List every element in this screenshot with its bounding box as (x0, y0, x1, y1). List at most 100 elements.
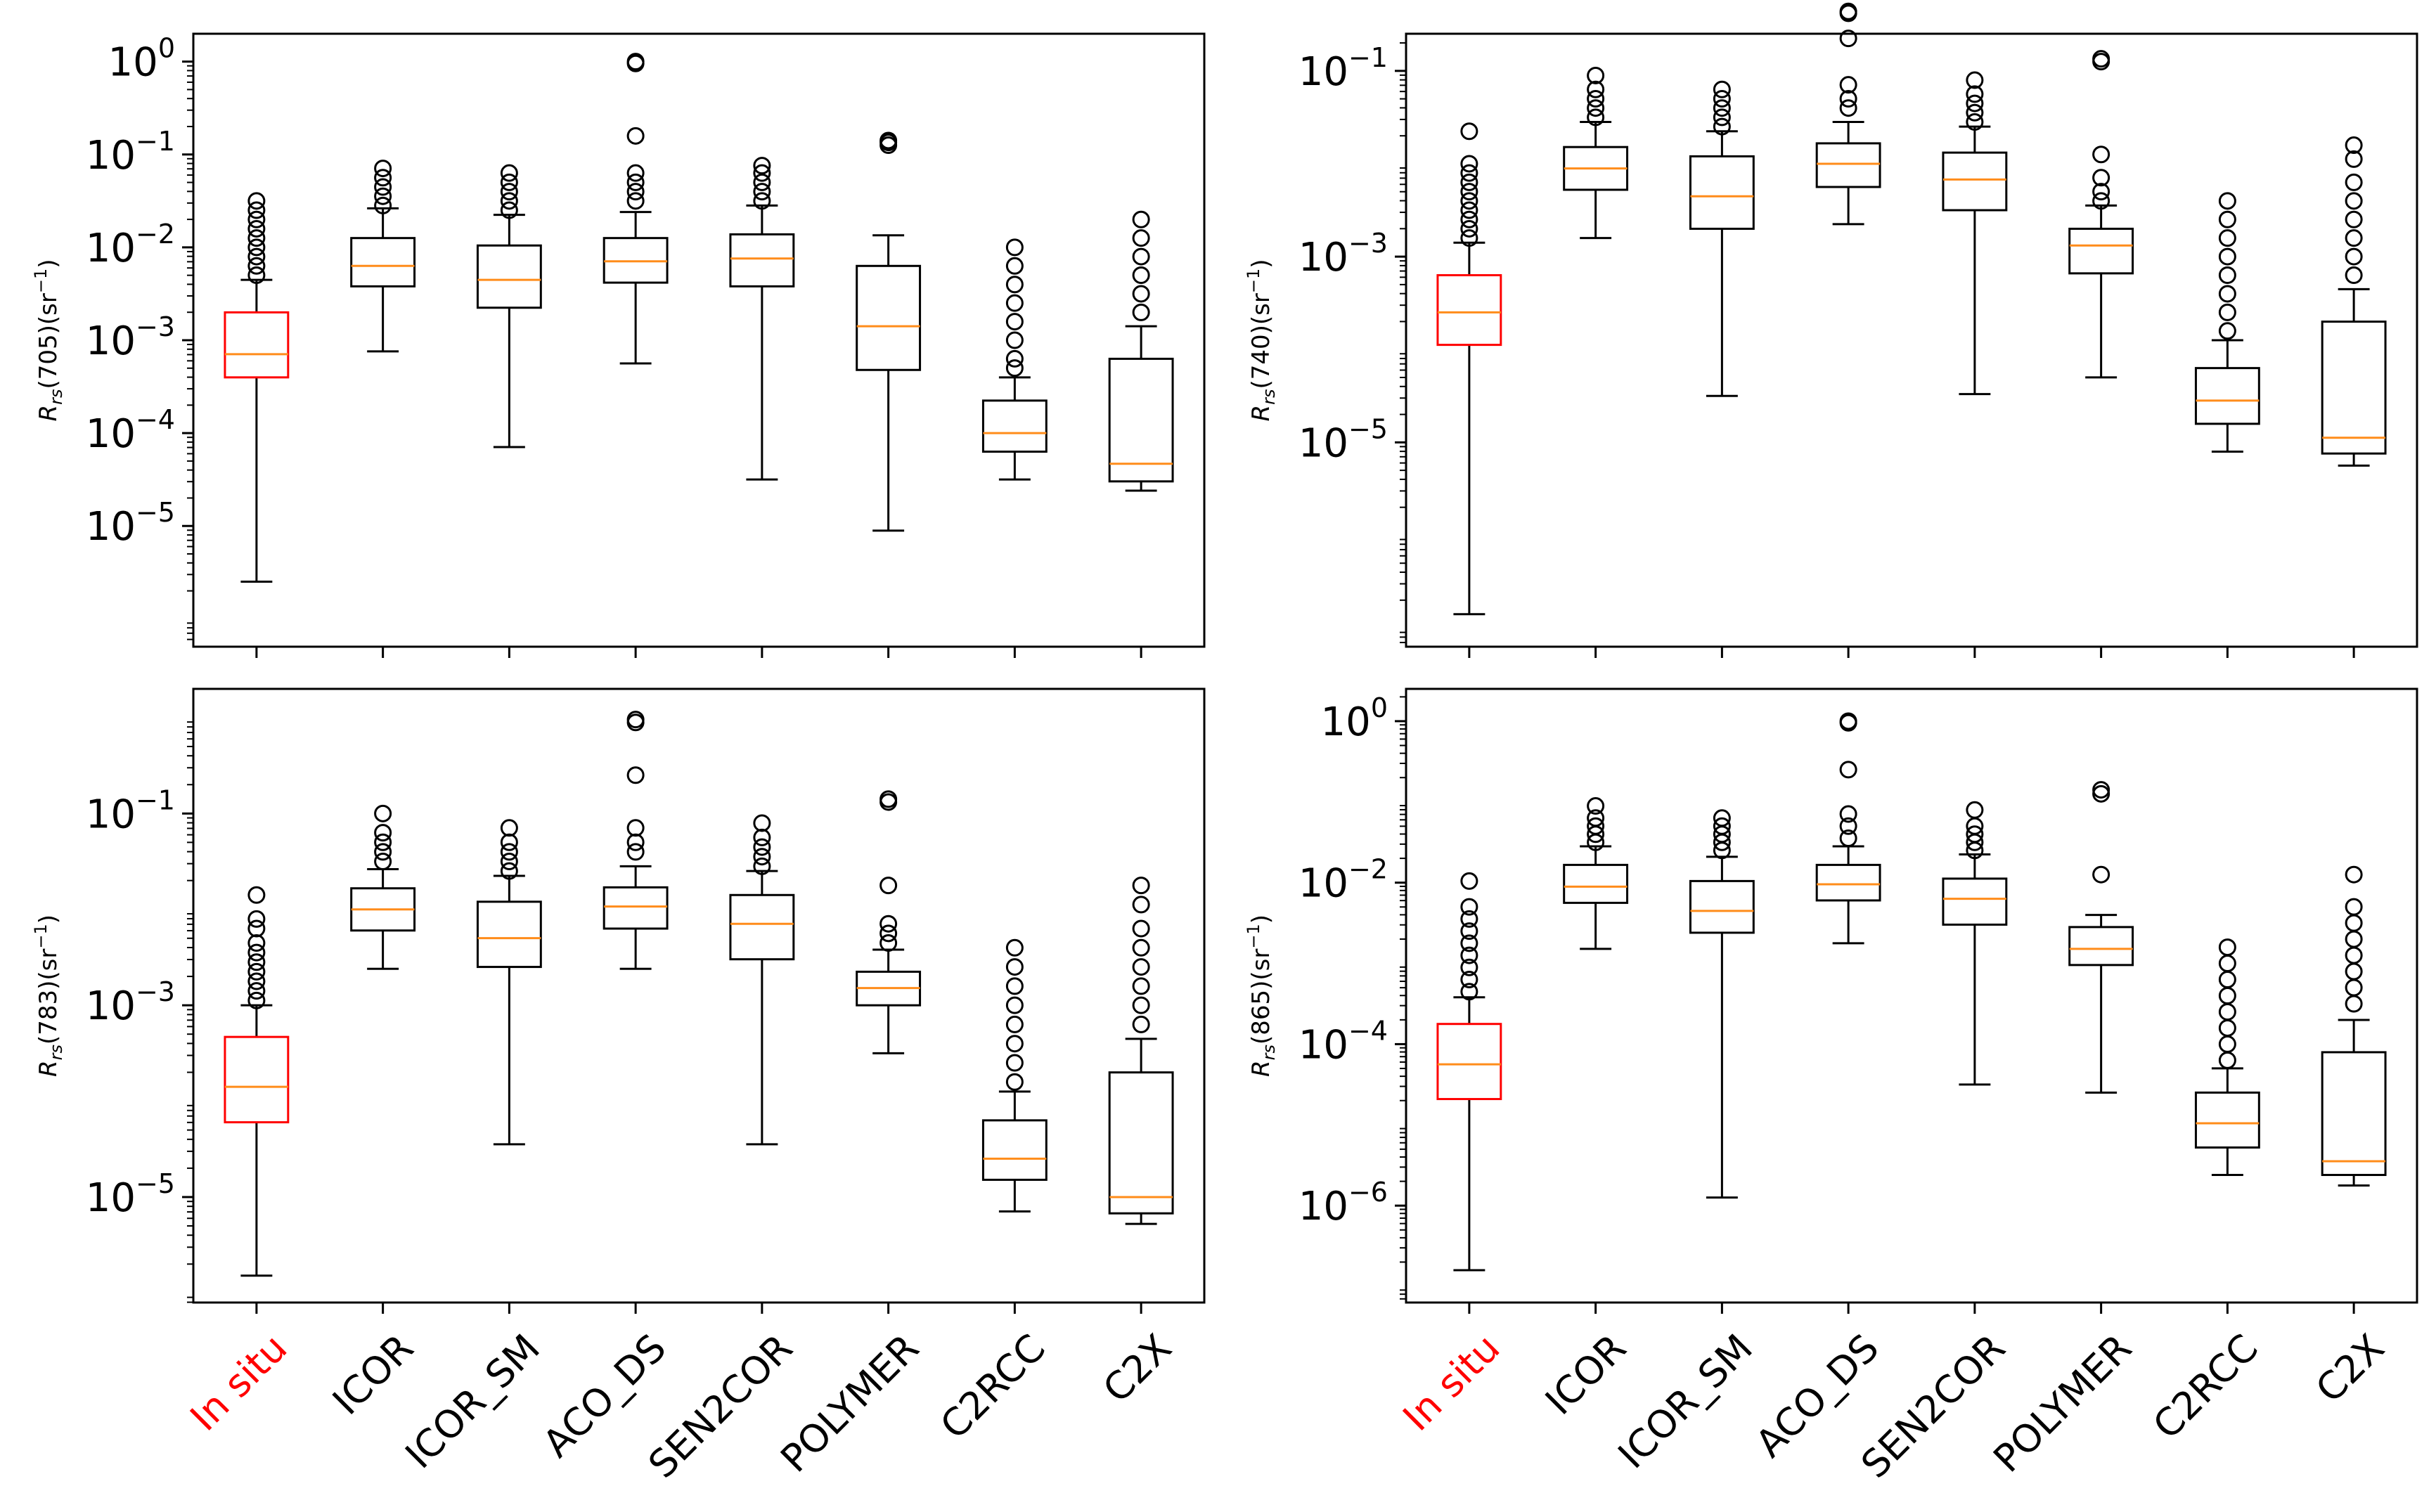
y-tick-label: 10−5 (86, 1168, 175, 1221)
plot-frame (1405, 687, 2418, 1304)
outlier-point (2218, 266, 2236, 285)
outlier-point (2345, 946, 2363, 964)
outlier-point (1005, 1073, 1024, 1091)
y-tick-base: 10 (86, 791, 136, 837)
plot-frame (1405, 32, 2418, 648)
outlier-point (1132, 247, 1150, 266)
outlier-point (247, 229, 266, 247)
outlier-point (500, 833, 518, 851)
outlier-point (626, 843, 645, 861)
outlier-point (1587, 89, 1605, 108)
iqr-box (1436, 1023, 1502, 1101)
y-tick-label: 10−4 (1298, 1015, 1388, 1068)
outlier-point (753, 857, 771, 875)
outlier-point (2218, 303, 2236, 321)
outlier-point (626, 833, 645, 851)
box-c2rcc (2194, 192, 2260, 453)
outlier-point (247, 192, 266, 210)
outlier-point (753, 814, 771, 832)
y-tick-exponent: −3 (1348, 228, 1388, 259)
outlier-point (500, 862, 518, 880)
y-tick-base: 10 (1298, 861, 1348, 907)
x-tick-label: C2RCC (932, 1326, 1053, 1447)
y-tick-base: 10 (108, 40, 158, 86)
y-tick-exponent: −3 (136, 311, 175, 342)
outlier-point (247, 991, 266, 1009)
outlier-point (1005, 313, 1024, 331)
outlier-point (247, 219, 266, 238)
y-tick-label: 100 (1321, 692, 1388, 745)
outlier-point (2345, 150, 2363, 168)
outlier-point (2092, 183, 2110, 201)
outlier-point (626, 164, 645, 182)
box-sen2cor (729, 814, 795, 1146)
iqr-box (1108, 1071, 1174, 1215)
x-tick-label: ICOR_SM (397, 1326, 548, 1477)
box-aco-ds (602, 711, 669, 970)
outlier-point (1005, 938, 1024, 957)
iqr-box (2068, 926, 2134, 967)
outlier-point (2345, 995, 2363, 1013)
y-tick-exponent: −1 (136, 784, 175, 815)
x-tick-label: ICOR (1537, 1326, 1635, 1423)
outlier-point (1460, 122, 1478, 141)
outlier-point (1460, 229, 1478, 247)
box-c2x (1108, 877, 1174, 1225)
outlier-point (2345, 210, 2363, 228)
outlier-point (1966, 85, 1984, 103)
outlier-point (500, 843, 518, 861)
x-tick-label: ICOR_SM (1610, 1326, 1761, 1477)
outlier-point (2218, 1035, 2236, 1053)
outlier-point (1460, 183, 1478, 201)
outlier-point (1966, 94, 1984, 112)
outlier-point (374, 833, 392, 851)
outlier-point (753, 164, 771, 182)
outlier-point (1132, 229, 1150, 247)
iqr-box (2194, 1091, 2260, 1149)
x-tick-label: POLYMER (772, 1326, 927, 1481)
outlier-point (1460, 872, 1478, 890)
outlier-point (1132, 266, 1150, 285)
y-axis-label-part: −1 (1244, 924, 1263, 948)
box-polymer (2068, 781, 2134, 1094)
outlier-point (753, 173, 771, 191)
box-aco-ds (1815, 2, 1881, 226)
outlier-point (626, 54, 645, 72)
box-icor-sm (476, 164, 542, 448)
y-axis-label: Rrs(740)(sr−1) (1244, 259, 1279, 421)
outlier-point (2218, 192, 2236, 210)
outlier-point (1460, 164, 1478, 182)
outlier-point (374, 169, 392, 187)
outlier-point (879, 924, 898, 943)
y-tick-label: 10−2 (86, 219, 175, 271)
y-axis-label: Rrs(865)(sr−1) (1244, 915, 1279, 1077)
y-tick-label: 10−1 (1298, 42, 1388, 95)
outlier-point (247, 247, 266, 266)
box-c2x (2321, 865, 2387, 1187)
outlier-point (1713, 817, 1731, 835)
y-axis-label-part: ) (1247, 915, 1275, 924)
y-axis-label-part: ) (34, 915, 63, 924)
outlier-point (1460, 192, 1478, 210)
y-axis-label-part: −1 (1244, 269, 1263, 293)
outlier-point (2092, 781, 2110, 799)
outlier-point (1132, 210, 1150, 228)
y-tick-exponent: −5 (136, 1168, 175, 1199)
outlier-point (1839, 712, 1857, 730)
outlier-point (247, 982, 266, 1000)
y-tick-base: 10 (86, 226, 136, 271)
outlier-point (1966, 801, 1984, 819)
outlier-point (626, 127, 645, 145)
outlier-point (1005, 276, 1024, 294)
outlier-point (879, 790, 898, 808)
outlier-point (500, 201, 518, 219)
box-c2rcc (981, 238, 1048, 481)
outlier-point (1132, 919, 1150, 938)
outlier-point (1839, 30, 1857, 48)
y-tick-base: 10 (1298, 49, 1348, 95)
outlier-point (1587, 817, 1605, 835)
outlier-point (1005, 977, 1024, 995)
x-tick-label: POLYMER (1985, 1326, 2140, 1481)
